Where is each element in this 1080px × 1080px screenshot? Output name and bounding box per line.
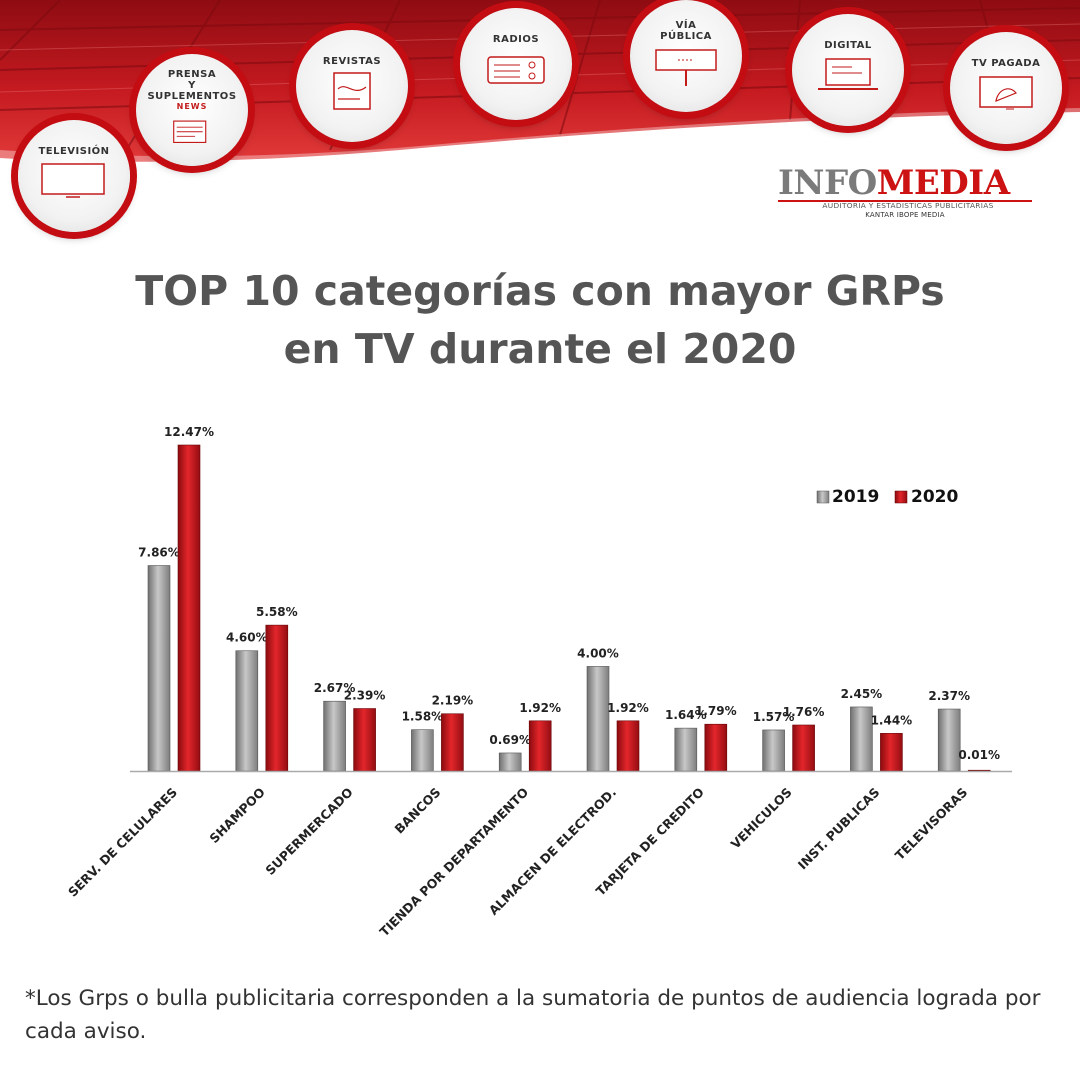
chart-title: TOP 10 categorías con mayor GRPs en TV d… bbox=[40, 262, 1040, 378]
bar-2020 bbox=[441, 713, 464, 772]
satellite-dish-icon bbox=[970, 69, 1042, 119]
bar-2020 bbox=[792, 724, 815, 772]
media-icon-label: RADIOS bbox=[492, 33, 540, 45]
infomedia-logo: INFOMEDIA AUDITORIA Y ESTADISTICAS PUBLI… bbox=[778, 166, 1034, 220]
media-icon-sublabel: NEWS bbox=[176, 102, 208, 111]
data-label-2019: 7.86% bbox=[138, 546, 180, 560]
data-label-2020: 2.39% bbox=[344, 689, 386, 703]
bar-2020 bbox=[353, 708, 376, 772]
magazine-icon bbox=[316, 67, 388, 117]
billboard-icon bbox=[650, 42, 722, 92]
bar-2019 bbox=[147, 565, 171, 772]
x-tick-label: INST. PUBLICAS bbox=[795, 785, 883, 873]
media-icon-label: PRENSA Y SUPLEMENTOS bbox=[147, 69, 237, 102]
x-tick-label: SHAMPOO bbox=[206, 785, 268, 847]
logo-partner: KANTAR IBOPE MEDIA bbox=[865, 211, 945, 219]
bar-2020 bbox=[265, 624, 289, 772]
data-label-2019: 2.67% bbox=[314, 681, 356, 695]
data-label-2019: 4.60% bbox=[226, 631, 268, 645]
data-label-2020: 1.92% bbox=[519, 701, 561, 715]
bar-group: 1.64%1.79%TARJETA DE CREDITO bbox=[593, 704, 737, 898]
chart-title-line-1: TOP 10 categorías con mayor GRPs bbox=[135, 267, 945, 315]
x-tick-label: VEHICULOS bbox=[728, 785, 795, 852]
media-icon-digital: DIGITAL bbox=[792, 14, 904, 126]
data-label-2020: 2.19% bbox=[432, 694, 474, 708]
bar-2020 bbox=[704, 723, 728, 772]
media-icon-label: DIGITAL bbox=[824, 39, 872, 51]
data-label-2019: 0.69% bbox=[489, 733, 531, 747]
bar-chart: 7.86% 12.47% SERV. DE CELULARES 4.60% 5.58% S… bbox=[65, 425, 1012, 940]
bar-2019 bbox=[937, 708, 961, 772]
bar-group: 7.86% 12.47% SERV. DE CELULARES bbox=[65, 425, 214, 900]
data-label-2019: 1.64% bbox=[665, 708, 707, 722]
bar-2019 bbox=[411, 729, 434, 772]
header-banner: TELEVISIÓN PRENSA Y SUPLEMENTOS NEWS REVISTA… bbox=[0, 0, 1080, 232]
bar-2019 bbox=[498, 752, 522, 772]
bar-2020 bbox=[528, 720, 552, 772]
bar-group: 1.58% 2.19% BANCOS bbox=[392, 694, 474, 837]
data-label-2020: 12.47% bbox=[164, 425, 214, 439]
media-icon-press: PRENSA Y SUPLEMENTOS NEWS bbox=[136, 54, 248, 166]
bar-2019 bbox=[235, 650, 259, 772]
bar-2020 bbox=[177, 444, 201, 772]
data-label-2020: 1.44% bbox=[871, 713, 913, 727]
laptop-icon bbox=[812, 51, 884, 101]
logo-tagline: AUDITORIA Y ESTADISTICAS PUBLICITARIAS bbox=[822, 201, 994, 210]
tv-screen-icon bbox=[38, 157, 110, 207]
footnote: *Los Grps o bulla publicitaria correspon… bbox=[25, 986, 1041, 1044]
media-icon-label: VÍA PÚBLICA bbox=[660, 20, 712, 42]
bar-2019 bbox=[323, 700, 346, 772]
data-label-2020: 1.76% bbox=[783, 705, 825, 719]
bar-2019 bbox=[850, 706, 873, 772]
bar-2020 bbox=[880, 733, 903, 772]
legend: 2019 2020 bbox=[816, 487, 958, 507]
data-label-2019: 1.57% bbox=[753, 710, 795, 724]
data-label-2020: 1.92% bbox=[607, 701, 649, 715]
media-icon-label: REVISTAS bbox=[322, 55, 382, 67]
logo-underline bbox=[778, 200, 1032, 202]
data-label-2020: 1.79% bbox=[695, 704, 737, 718]
media-icon-label: TELEVISIÓN bbox=[38, 145, 110, 157]
logo-media-text: MEDIA bbox=[876, 163, 1010, 203]
data-label-2020: 5.58% bbox=[256, 605, 298, 619]
data-label-2019: 2.45% bbox=[841, 687, 883, 701]
radio-icon bbox=[480, 45, 552, 95]
newspaper-icon bbox=[156, 111, 228, 151]
data-label-2019: 4.00% bbox=[577, 646, 619, 660]
media-icon-outdoor: VÍA PÚBLICA bbox=[630, 0, 742, 112]
legend-label-2020: 2020 bbox=[911, 487, 958, 507]
data-label-2019: 1.58% bbox=[402, 710, 444, 724]
media-icon-label: TV PAGADA bbox=[971, 57, 1041, 69]
bar-group: 1.57%1.76% VEHICULOS bbox=[728, 705, 825, 852]
x-tick-label: SUPERMERCADO bbox=[262, 785, 355, 878]
x-tick-label: TIENDA POR DEPARTAMENTO bbox=[377, 785, 532, 940]
legend-swatch-2020 bbox=[894, 490, 908, 504]
bar-2019 bbox=[674, 727, 698, 772]
legend-swatch-2019 bbox=[816, 490, 830, 504]
logo-info-text: INFO bbox=[778, 163, 877, 203]
chart-title-line-2: en TV durante el 2020 bbox=[283, 325, 797, 373]
legend-label-2019: 2019 bbox=[832, 487, 879, 507]
x-tick-label: SERV. DE CELULARES bbox=[65, 785, 180, 900]
media-icon-radio: RADIOS bbox=[460, 8, 572, 120]
bar-group: 4.60% 5.58% SHAMPOO bbox=[206, 605, 297, 846]
media-icon-magazines: REVISTAS bbox=[296, 30, 408, 142]
bar-2019 bbox=[762, 729, 785, 772]
x-tick-label: TELEVISORAS bbox=[892, 785, 970, 863]
media-icon-television: TELEVISIÓN bbox=[18, 120, 130, 232]
data-label-2019: 2.37% bbox=[928, 689, 970, 703]
bar-2019 bbox=[586, 666, 610, 772]
bar-2020 bbox=[616, 720, 640, 772]
media-icon-paytv: TV PAGADA bbox=[950, 32, 1062, 144]
x-tick-label: BANCOS bbox=[392, 785, 444, 837]
data-label-2020: 0.01% bbox=[958, 748, 1000, 762]
